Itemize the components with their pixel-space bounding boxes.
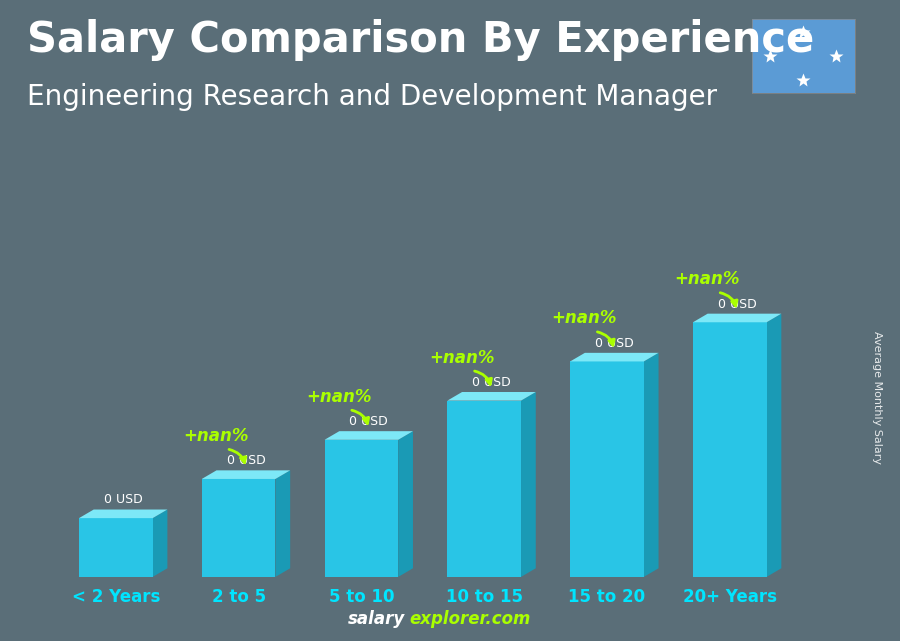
Text: 0 USD: 0 USD bbox=[595, 337, 634, 350]
Bar bbox=[202, 479, 275, 577]
Polygon shape bbox=[202, 470, 290, 479]
Text: +nan%: +nan% bbox=[429, 349, 494, 367]
Text: explorer.com: explorer.com bbox=[410, 610, 531, 628]
Polygon shape bbox=[767, 313, 781, 577]
Polygon shape bbox=[570, 353, 659, 362]
Text: 0 USD: 0 USD bbox=[227, 454, 266, 467]
Text: +nan%: +nan% bbox=[184, 427, 248, 445]
Polygon shape bbox=[447, 392, 536, 401]
Polygon shape bbox=[79, 510, 167, 518]
Polygon shape bbox=[644, 353, 659, 577]
Text: +nan%: +nan% bbox=[552, 310, 617, 328]
Bar bbox=[325, 440, 398, 577]
Text: Average Monthly Salary: Average Monthly Salary bbox=[872, 331, 883, 464]
Text: 0 USD: 0 USD bbox=[718, 297, 757, 310]
Bar bbox=[79, 518, 153, 577]
Text: 0 USD: 0 USD bbox=[472, 376, 511, 389]
Text: +nan%: +nan% bbox=[306, 388, 372, 406]
Polygon shape bbox=[693, 313, 781, 322]
Text: Engineering Research and Development Manager: Engineering Research and Development Man… bbox=[27, 83, 717, 112]
Bar bbox=[693, 322, 767, 577]
Text: 0 USD: 0 USD bbox=[349, 415, 388, 428]
Text: salary: salary bbox=[347, 610, 405, 628]
Bar bbox=[570, 362, 644, 577]
Bar bbox=[447, 401, 521, 577]
Polygon shape bbox=[325, 431, 413, 440]
Polygon shape bbox=[275, 470, 290, 577]
Polygon shape bbox=[398, 431, 413, 577]
Polygon shape bbox=[153, 510, 167, 577]
Text: 0 USD: 0 USD bbox=[104, 494, 142, 506]
Polygon shape bbox=[521, 392, 535, 577]
Text: Salary Comparison By Experience: Salary Comparison By Experience bbox=[27, 19, 814, 62]
Text: +nan%: +nan% bbox=[674, 271, 740, 288]
